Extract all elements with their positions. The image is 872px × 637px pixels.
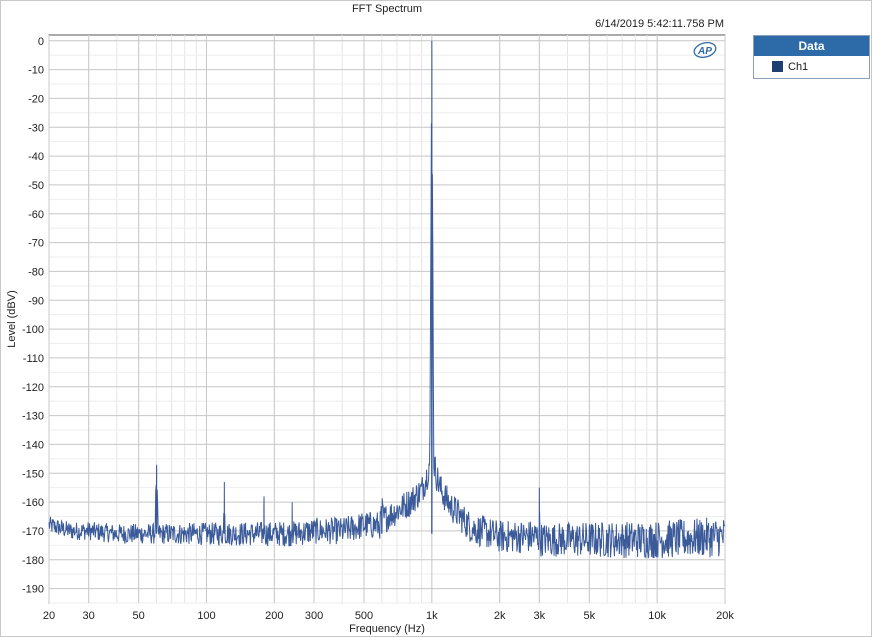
x-tick-label: 300 xyxy=(305,610,323,622)
y-tick-labels: 0 -10 -20 -30 -40 -50 -60 -70 -80 -90 -100 -110 -120… xyxy=(22,36,44,596)
legend-item-label: Ch1 xyxy=(788,60,809,73)
y-tick-label: -110 xyxy=(23,353,44,365)
y-tick-label: -180 xyxy=(22,555,44,567)
chart-title: FFT Spectrum xyxy=(352,3,422,15)
y-tick-label: -20 xyxy=(28,93,44,105)
y-tick-label: -170 xyxy=(22,526,44,538)
x-tick-label: 10k xyxy=(648,610,666,622)
x-tick-label: 2k xyxy=(494,610,506,622)
x-tick-label: 20 xyxy=(43,610,55,622)
x-tick-labels: 20 30 50 100 200 300 500 1k 2k 3k 5k 10k 20k xyxy=(43,610,734,622)
y-axis-label: Level (dBV) xyxy=(6,290,18,347)
x-tick-label: 500 xyxy=(355,610,373,622)
x-tick-label: 3k xyxy=(534,610,546,622)
x-tick-label: 30 xyxy=(83,610,95,622)
x-tick-label: 5k xyxy=(584,610,596,622)
y-tick-label: -70 xyxy=(28,238,44,250)
x-tick-label: 1k xyxy=(426,610,438,622)
legend-swatch xyxy=(772,61,783,72)
y-tick-label: -100 xyxy=(22,324,44,336)
y-tick-label: -60 xyxy=(28,209,44,221)
x-tick-label: 100 xyxy=(197,610,215,622)
y-tick-label: -160 xyxy=(22,497,44,509)
legend: Data Ch1 xyxy=(753,35,870,79)
y-tick-label: -120 xyxy=(22,382,44,394)
y-tick-label: -130 xyxy=(22,411,44,423)
timestamp: 6/14/2019 5:42:11.758 PM xyxy=(595,18,724,30)
x-tick-label: 50 xyxy=(133,610,145,622)
y-tick-label: -140 xyxy=(22,439,44,451)
x-tick-label: 20k xyxy=(716,610,734,622)
x-axis-label: Frequency (Hz) xyxy=(349,623,425,635)
series-line-ch1 xyxy=(48,40,726,559)
y-tick-label: -190 xyxy=(22,584,44,596)
legend-header: Data xyxy=(754,36,869,56)
plot-area xyxy=(48,34,726,604)
y-tick-label: -150 xyxy=(22,468,44,480)
legend-item-ch1[interactable]: Ch1 xyxy=(754,56,869,77)
y-tick-label: -30 xyxy=(28,122,44,134)
svg-text:AP: AP xyxy=(697,46,712,57)
y-tick-label: -40 xyxy=(28,151,44,163)
y-tick-label: -10 xyxy=(28,65,44,77)
ap-logo: AP xyxy=(693,42,717,58)
y-tick-label: -90 xyxy=(28,295,44,307)
x-tick-label: 200 xyxy=(265,610,283,622)
y-tick-label: 0 xyxy=(38,36,44,48)
y-tick-label: -50 xyxy=(28,180,44,192)
y-tick-label: -80 xyxy=(28,266,44,278)
